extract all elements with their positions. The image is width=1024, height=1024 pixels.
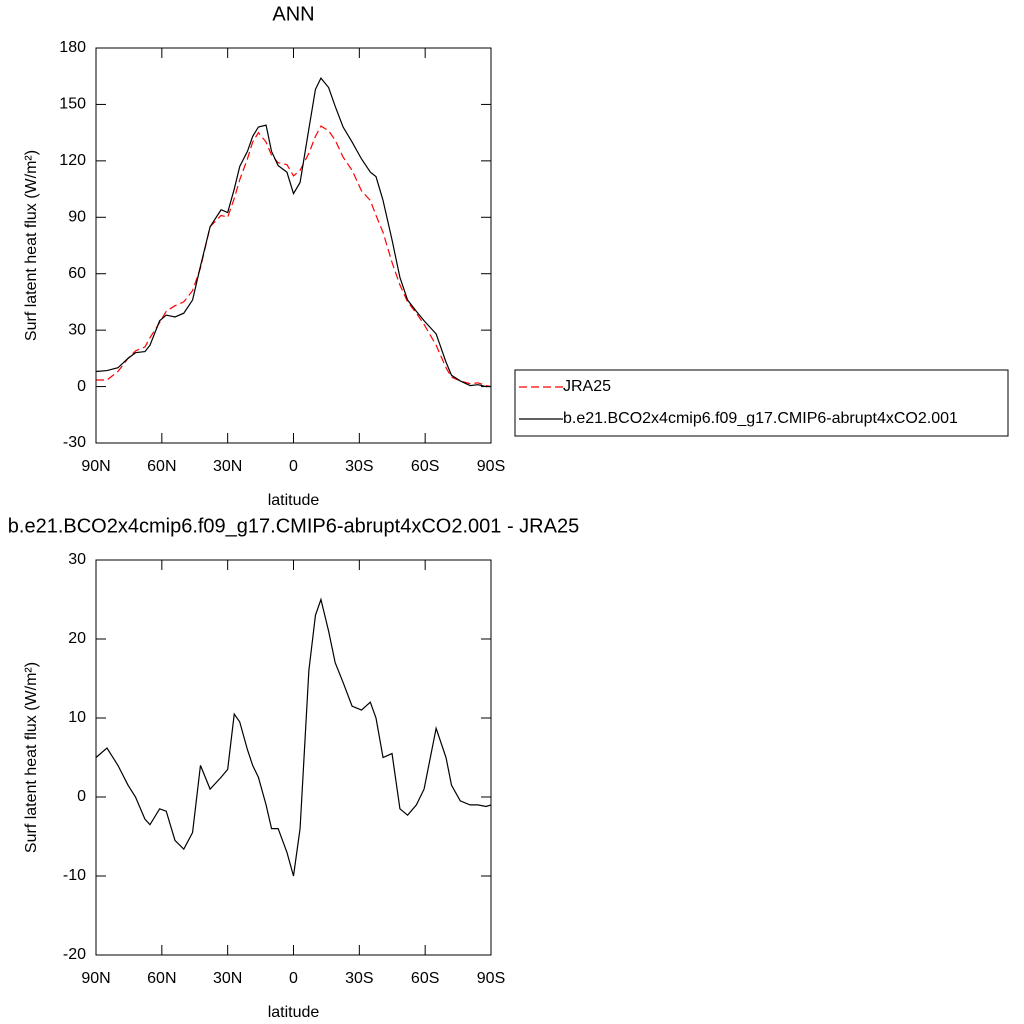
y-tick-label: -10 [63, 867, 86, 884]
legend-box [514, 369, 1009, 437]
plot-frame [95, 47, 492, 444]
data-line [96, 125, 492, 388]
y-tick-label: 120 [59, 152, 86, 169]
y-axis-label: Surf latent heat flux (W/m²) [23, 662, 40, 853]
chart-title: ANN [272, 3, 314, 25]
x-tick-label: 30N [213, 970, 242, 987]
y-tick-label: -30 [63, 434, 86, 451]
data-line [95, 597, 492, 877]
legend-label: JRA25 [563, 378, 611, 395]
y-tick-label: 10 [68, 709, 86, 726]
x-tick-label: 30N [213, 458, 242, 475]
plot-frame [95, 559, 492, 956]
legend-label: b.e21.BCO2x4cmip6.f09_g17.CMIP6-abrupt4x… [563, 410, 958, 427]
x-tick-label: 0 [289, 970, 298, 987]
y-tick-label: 150 [59, 96, 86, 113]
chart-title: b.e21.BCO2x4cmip6.f09_g17.CMIP6-abrupt4x… [8, 515, 579, 537]
x-tick-label: 60N [147, 970, 176, 987]
y-tick-label: 20 [68, 630, 86, 647]
x-tick-label: 60N [147, 458, 176, 475]
y-tick-label: 0 [77, 378, 86, 395]
y-tick-label: 30 [68, 321, 86, 338]
x-tick-label: 60S [411, 970, 439, 987]
y-tick-label: -20 [63, 946, 86, 963]
x-axis-label: latitude [268, 492, 320, 509]
y-tick-label: 180 [59, 39, 86, 56]
y-axis-label: Surf latent heat flux (W/m²) [23, 150, 40, 341]
x-tick-label: 0 [289, 458, 298, 475]
x-tick-label: 90N [81, 970, 110, 987]
y-tick-label: 30 [68, 551, 86, 568]
x-tick-label: 60S [411, 458, 439, 475]
data-line [95, 76, 491, 388]
x-tick-label: 30S [345, 458, 373, 475]
y-tick-label: 90 [68, 209, 86, 226]
x-axis-label: latitude [268, 1004, 320, 1021]
x-tick-label: 90S [477, 970, 505, 987]
x-tick-label: 90S [477, 458, 505, 475]
y-tick-label: 60 [68, 265, 86, 282]
x-tick-label: 30S [345, 970, 373, 987]
x-tick-label: 90N [81, 458, 110, 475]
y-tick-label: 0 [77, 788, 86, 805]
